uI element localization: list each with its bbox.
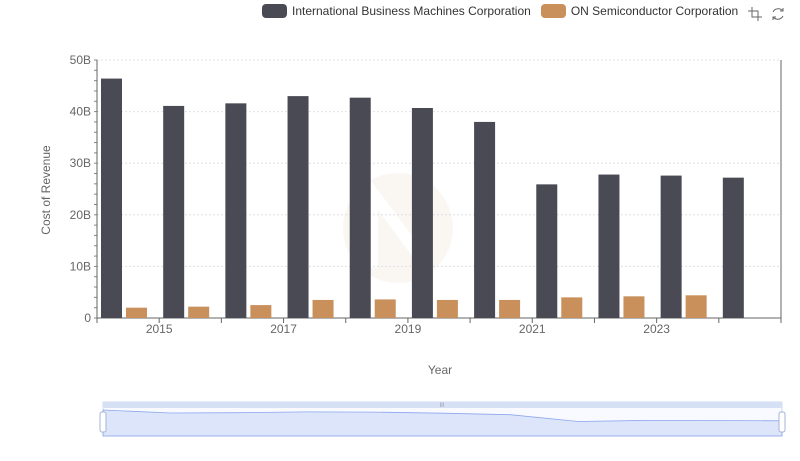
legend-item-ibm[interactable]: International Business Machines Corporat… bbox=[262, 4, 531, 18]
legend: International Business Machines Corporat… bbox=[262, 4, 748, 18]
bar-on-semi-2023[interactable] bbox=[685, 295, 707, 318]
legend-label-on-semi: ON Semiconductor Corporation bbox=[570, 4, 739, 18]
x-tick-label: 2017 bbox=[270, 322, 297, 336]
slider-top-bar-grip: III bbox=[439, 403, 444, 409]
bar-ibm-2023[interactable] bbox=[660, 175, 682, 318]
bar-ibm-2017[interactable] bbox=[287, 96, 309, 319]
bar-ibm-2018[interactable] bbox=[349, 97, 371, 318]
y-tick-label: 40B bbox=[70, 105, 91, 119]
bar-on-semi-2020[interactable] bbox=[499, 299, 521, 318]
bar-ibm-2016[interactable] bbox=[225, 103, 247, 319]
bar-ibm-2020[interactable] bbox=[474, 121, 496, 318]
axes: 0 10B 20B 30B 40B 50B 2015 2017 2019 2021 2023 bbox=[70, 53, 782, 336]
legend-item-on-semi[interactable]: ON Semiconductor Corporation bbox=[540, 4, 739, 18]
y-tick-label: 10B bbox=[70, 259, 91, 273]
slider-handle-right[interactable] bbox=[778, 411, 786, 433]
legend-swatch-ibm bbox=[262, 4, 287, 18]
y-tick-label: 50B bbox=[70, 53, 91, 67]
x-tick-label: 2021 bbox=[519, 322, 546, 336]
bar-on-semi-2022[interactable] bbox=[623, 296, 645, 318]
bar-ibm-2015[interactable] bbox=[163, 105, 185, 318]
slider-top-bar[interactable] bbox=[103, 402, 782, 408]
y-tick-label: 30B bbox=[70, 156, 91, 170]
x-tick-label: 2015 bbox=[146, 322, 173, 336]
zoom-icon[interactable] bbox=[747, 6, 763, 22]
legend-label-ibm: International Business Machines Corporat… bbox=[292, 4, 531, 18]
bar-ibm-2024[interactable] bbox=[722, 177, 744, 318]
x-tick-label: 2019 bbox=[395, 322, 422, 336]
bars bbox=[101, 78, 744, 319]
bar-ibm-2022[interactable] bbox=[598, 174, 620, 318]
toolbox bbox=[747, 6, 793, 22]
legend-swatch-on-semi bbox=[540, 4, 566, 18]
bar-ibm-2019[interactable] bbox=[411, 107, 433, 318]
x-axis-label: Year bbox=[428, 363, 452, 377]
bar-on-semi-2017[interactable] bbox=[312, 299, 334, 318]
slider-preview-area bbox=[102, 409, 783, 437]
bar-on-semi-2016[interactable] bbox=[250, 305, 272, 318]
data-zoom-slider[interactable]: III bbox=[99, 401, 786, 437]
bar-ibm-2021[interactable] bbox=[536, 184, 558, 318]
y-tick-label: 20B bbox=[70, 208, 91, 222]
axis-labels: Cost of Revenue Year bbox=[39, 145, 452, 377]
bar-on-semi-2014[interactable] bbox=[126, 307, 147, 318]
bar-on-semi-2015[interactable] bbox=[188, 306, 210, 318]
bar-ibm-2014[interactable] bbox=[101, 78, 122, 319]
bar-on-semi-2019[interactable] bbox=[436, 299, 458, 318]
slider-handle-left[interactable] bbox=[99, 411, 107, 433]
x-tick-label: 2023 bbox=[643, 322, 670, 336]
bar-on-semi-2021[interactable] bbox=[561, 297, 583, 318]
bar-on-semi-2018[interactable] bbox=[374, 299, 396, 318]
y-tick-label: 0 bbox=[84, 311, 91, 325]
y-axis-label: Cost of Revenue bbox=[39, 145, 53, 235]
restore-icon[interactable] bbox=[770, 6, 786, 22]
